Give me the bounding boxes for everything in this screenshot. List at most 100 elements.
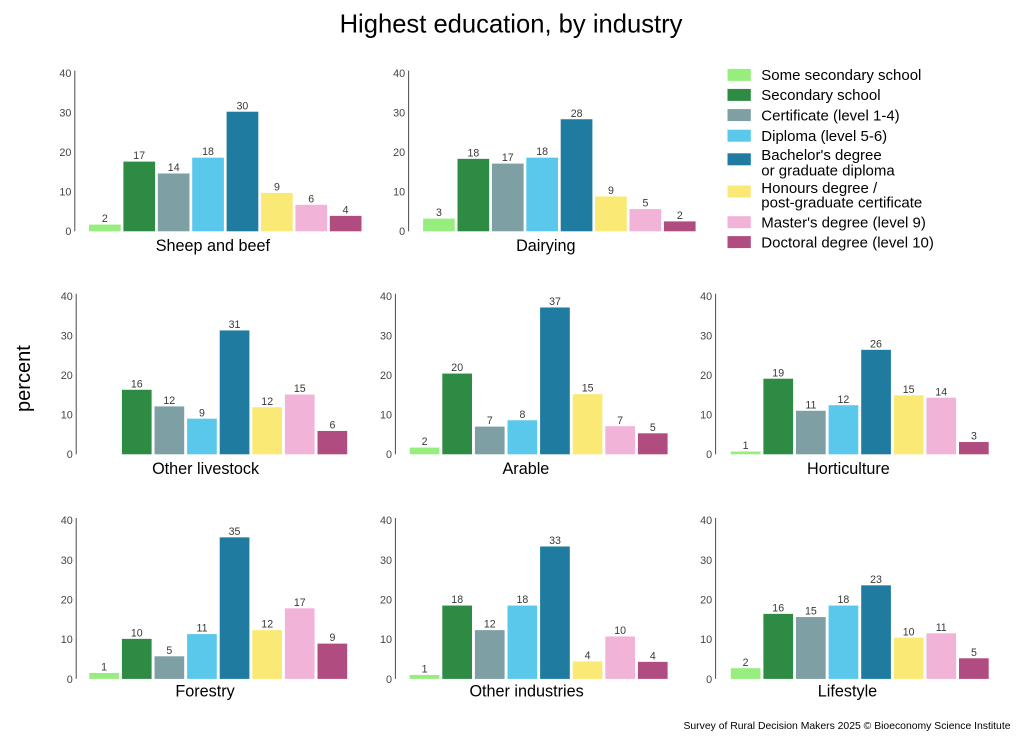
svg-text:percent: percent <box>13 345 35 412</box>
svg-text:30: 30 <box>700 330 712 342</box>
svg-text:8: 8 <box>519 409 525 421</box>
svg-text:40: 40 <box>380 291 392 303</box>
svg-text:12: 12 <box>261 619 273 631</box>
svg-text:6: 6 <box>308 193 314 205</box>
svg-text:20: 20 <box>61 370 73 382</box>
svg-text:Sheep and beef: Sheep and beef <box>156 237 271 255</box>
svg-text:or graduate diploma: or graduate diploma <box>761 162 895 179</box>
svg-text:20: 20 <box>700 594 712 606</box>
svg-text:1: 1 <box>422 664 428 676</box>
svg-text:18: 18 <box>202 146 214 158</box>
svg-text:30: 30 <box>393 107 405 119</box>
svg-text:0: 0 <box>399 226 405 238</box>
svg-text:10: 10 <box>59 187 71 199</box>
svg-text:Some secondary school: Some secondary school <box>761 67 921 84</box>
svg-text:10: 10 <box>903 626 915 638</box>
svg-text:33: 33 <box>549 535 561 547</box>
svg-text:0: 0 <box>386 449 392 461</box>
svg-text:16: 16 <box>772 603 784 615</box>
svg-text:post-graduate certificate: post-graduate certificate <box>761 195 922 212</box>
svg-text:5: 5 <box>971 647 977 659</box>
svg-text:2: 2 <box>422 436 428 448</box>
svg-text:10: 10 <box>380 634 392 646</box>
svg-text:15: 15 <box>294 383 306 395</box>
svg-text:40: 40 <box>700 291 712 303</box>
svg-text:0: 0 <box>386 674 392 686</box>
svg-text:30: 30 <box>61 555 73 567</box>
svg-text:3: 3 <box>971 431 977 443</box>
svg-text:15: 15 <box>903 384 915 396</box>
svg-text:0: 0 <box>67 674 73 686</box>
svg-text:40: 40 <box>61 291 73 303</box>
svg-text:40: 40 <box>59 68 71 80</box>
svg-text:4: 4 <box>585 650 591 662</box>
svg-text:15: 15 <box>582 383 594 395</box>
svg-text:20: 20 <box>380 370 392 382</box>
svg-text:Other livestock: Other livestock <box>152 460 260 478</box>
svg-text:Certificate (level 1-4): Certificate (level 1-4) <box>761 107 899 124</box>
svg-text:19: 19 <box>772 367 784 379</box>
svg-text:17: 17 <box>133 150 145 162</box>
svg-text:Dairying: Dairying <box>516 237 575 255</box>
svg-text:5: 5 <box>166 645 172 657</box>
svg-text:Lifestyle: Lifestyle <box>818 683 877 701</box>
svg-text:40: 40 <box>700 515 712 527</box>
svg-text:Arable: Arable <box>503 460 550 478</box>
svg-text:30: 30 <box>380 555 392 567</box>
svg-text:18: 18 <box>838 594 850 606</box>
svg-text:Bachelor's degree: Bachelor's degree <box>761 147 881 164</box>
svg-text:30: 30 <box>59 107 71 119</box>
svg-text:Master's degree (level 9): Master's degree (level 9) <box>761 215 926 232</box>
svg-text:0: 0 <box>706 449 712 461</box>
svg-text:40: 40 <box>61 515 73 527</box>
svg-text:30: 30 <box>380 330 392 342</box>
svg-text:12: 12 <box>838 394 850 406</box>
svg-text:1: 1 <box>101 662 107 674</box>
svg-text:35: 35 <box>229 526 241 538</box>
svg-text:11: 11 <box>805 399 816 411</box>
svg-text:9: 9 <box>274 182 280 194</box>
svg-text:10: 10 <box>614 625 626 637</box>
svg-text:30: 30 <box>237 100 249 112</box>
svg-text:9: 9 <box>329 632 335 644</box>
svg-text:12: 12 <box>261 396 273 408</box>
svg-text:10: 10 <box>700 634 712 646</box>
svg-text:37: 37 <box>549 296 561 308</box>
svg-text:Survey of Rural Decision Maker: Survey of Rural Decision Makers 2025 © B… <box>683 721 1010 732</box>
svg-text:2: 2 <box>677 210 683 222</box>
svg-text:4: 4 <box>650 651 656 663</box>
svg-text:40: 40 <box>380 515 392 527</box>
svg-text:20: 20 <box>380 594 392 606</box>
svg-text:40: 40 <box>393 68 405 80</box>
svg-text:5: 5 <box>650 422 656 434</box>
svg-text:Honours degree /: Honours degree / <box>761 180 878 197</box>
svg-text:1: 1 <box>743 440 749 452</box>
svg-text:26: 26 <box>870 338 882 350</box>
svg-text:30: 30 <box>61 330 73 342</box>
svg-text:12: 12 <box>484 619 496 631</box>
svg-text:10: 10 <box>131 628 143 640</box>
svg-text:7: 7 <box>487 415 493 427</box>
svg-text:30: 30 <box>700 555 712 567</box>
svg-text:20: 20 <box>59 147 71 159</box>
svg-text:9: 9 <box>608 185 614 197</box>
svg-text:Secondary school: Secondary school <box>761 87 880 104</box>
svg-text:17: 17 <box>294 597 306 609</box>
svg-text:10: 10 <box>393 187 405 199</box>
svg-text:28: 28 <box>571 108 583 120</box>
svg-text:20: 20 <box>451 362 463 374</box>
svg-text:Diploma (level 5-6): Diploma (level 5-6) <box>761 128 887 145</box>
svg-text:11: 11 <box>197 623 208 635</box>
svg-text:0: 0 <box>706 674 712 686</box>
svg-text:16: 16 <box>131 378 143 390</box>
svg-text:Horticulture: Horticulture <box>807 460 890 478</box>
svg-text:20: 20 <box>700 370 712 382</box>
svg-text:14: 14 <box>935 386 947 398</box>
svg-text:0: 0 <box>65 226 71 238</box>
svg-text:18: 18 <box>517 594 529 606</box>
svg-text:10: 10 <box>700 410 712 422</box>
svg-text:18: 18 <box>451 594 463 606</box>
svg-text:5: 5 <box>642 198 648 210</box>
svg-text:9: 9 <box>199 407 205 419</box>
svg-text:18: 18 <box>536 146 548 158</box>
